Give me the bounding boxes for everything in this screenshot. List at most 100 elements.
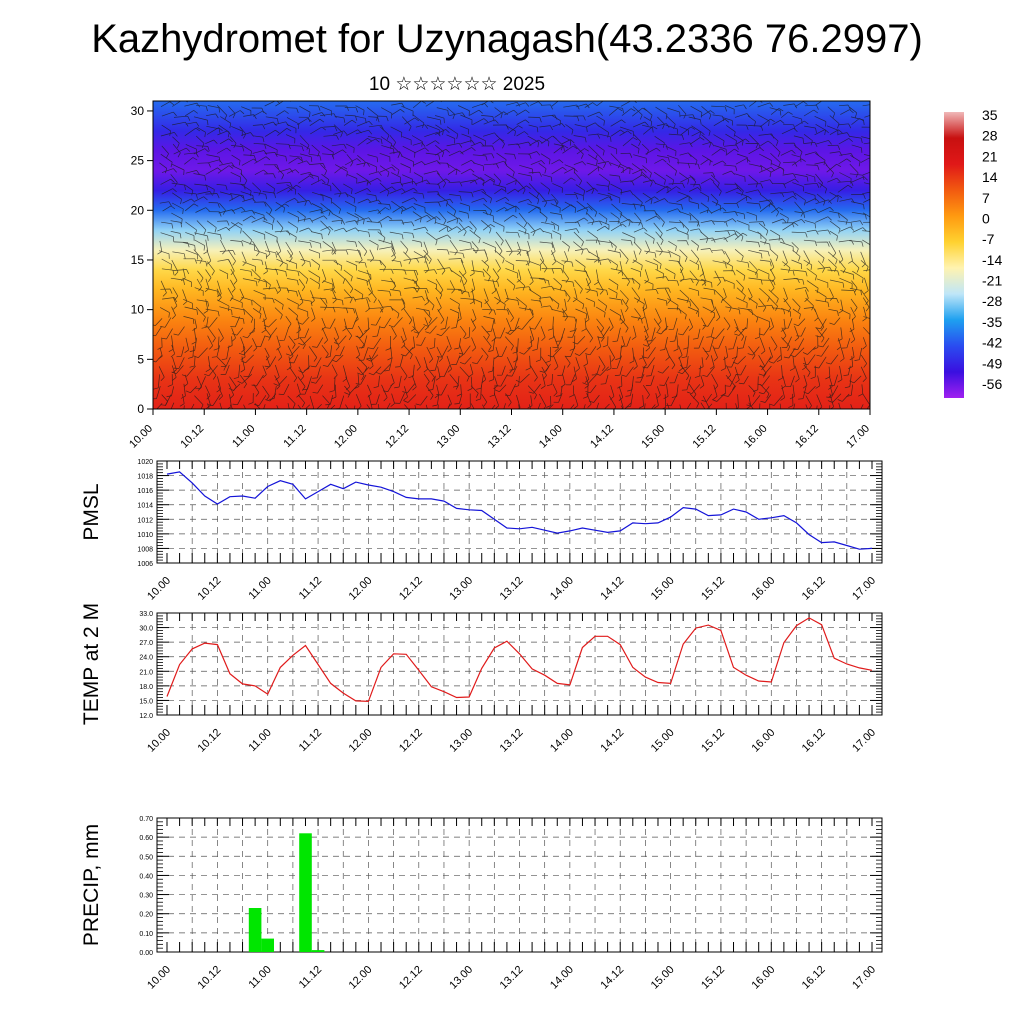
wind-barb — [712, 384, 718, 400]
temperature-panel: 12.015.018.021.024.027.030.033.010.00 10.… — [80, 603, 883, 755]
wind-barb — [518, 181, 526, 195]
wind-barb — [298, 336, 312, 346]
wind-barb — [206, 220, 217, 233]
x-tick-label: 10.00 — [127, 423, 155, 451]
wind-barb — [182, 277, 192, 288]
wind-barb — [576, 206, 593, 212]
wind-barb — [688, 116, 702, 125]
wind-barb — [530, 277, 547, 284]
wind-barb — [535, 347, 542, 362]
wind-barb — [779, 212, 789, 223]
wind-barb — [551, 115, 562, 126]
wind-barb — [795, 286, 809, 292]
wind-barb — [586, 202, 598, 217]
wind-barb — [689, 298, 699, 314]
wind-barb — [173, 115, 191, 121]
wind-barb — [861, 136, 870, 140]
wind-barb — [688, 153, 698, 166]
wind-barb — [609, 259, 618, 271]
wind-barb — [329, 376, 336, 393]
wind-barb — [701, 106, 712, 120]
wind-barb — [451, 355, 461, 365]
wind-barb — [588, 394, 600, 403]
wind-barb — [331, 241, 337, 255]
wind-barb — [619, 290, 629, 304]
wind-barb — [629, 347, 635, 364]
wind-barb — [858, 384, 864, 397]
wind-barb — [194, 287, 204, 296]
wind-barb — [525, 355, 531, 371]
wind-barb — [366, 193, 378, 201]
wind-barb — [588, 154, 598, 166]
wind-barb — [196, 259, 208, 267]
wind-barb — [183, 374, 189, 387]
wind-barb — [631, 325, 637, 340]
wind-barb — [563, 251, 569, 264]
wind-barb — [216, 104, 228, 120]
wind-barb — [287, 403, 290, 409]
wind-barb — [656, 386, 661, 399]
wind-barb — [563, 177, 576, 184]
wind-barb — [851, 201, 865, 210]
wind-barb — [793, 269, 808, 277]
wind-barb — [254, 403, 261, 409]
wind-barb — [160, 288, 173, 294]
wind-barb — [426, 231, 438, 246]
wind-barb — [700, 278, 713, 288]
wind-barb — [400, 240, 409, 255]
wind-barb — [668, 317, 678, 331]
wind-barb — [309, 118, 325, 126]
wind-barb — [391, 102, 405, 108]
wind-barb — [358, 335, 368, 349]
wind-barb — [189, 337, 198, 352]
wind-barb — [527, 222, 536, 236]
wind-barb — [274, 375, 281, 390]
wind-barb — [518, 172, 533, 181]
wind-barb — [505, 101, 521, 107]
wind-barb — [496, 152, 507, 165]
wind-barb — [505, 239, 513, 256]
wind-barb — [653, 318, 661, 333]
wind-barb — [243, 308, 254, 323]
wind-barb — [505, 393, 512, 407]
wind-barb — [437, 309, 445, 324]
wind-barb — [712, 200, 722, 211]
wind-barb — [792, 298, 801, 312]
wind-barb — [783, 318, 793, 329]
wind-barb — [172, 297, 178, 310]
wind-barb — [780, 149, 796, 156]
wind-barb — [619, 130, 632, 136]
wind-barb — [863, 327, 870, 342]
wind-barb — [230, 171, 241, 183]
wind-barb — [189, 356, 196, 368]
wind-barb — [748, 277, 763, 285]
wind-barb — [550, 203, 561, 213]
wind-barb — [344, 114, 358, 121]
wind-barb — [216, 147, 231, 154]
wind-barb — [816, 405, 818, 409]
wind-barb — [496, 134, 505, 149]
wind-barb — [636, 366, 645, 379]
wind-barb — [505, 164, 515, 177]
wind-barb — [184, 184, 194, 196]
wind-barb — [299, 328, 310, 339]
wind-barb — [516, 222, 527, 235]
wind-barb — [779, 191, 796, 197]
wind-barb — [457, 105, 470, 116]
wind-barbs — [153, 101, 870, 409]
wind-barb — [412, 326, 420, 339]
wind-barb — [312, 337, 324, 348]
x-tick-label: 11.12 — [297, 727, 324, 754]
wind-barb — [286, 107, 299, 114]
wind-barb — [185, 170, 200, 175]
wind-barb — [251, 374, 264, 387]
wind-barb — [552, 383, 558, 397]
wind-barb — [332, 297, 344, 306]
wind-barb — [572, 336, 586, 345]
wind-barb — [322, 280, 334, 290]
wind-barb — [561, 308, 568, 321]
wind-barb — [783, 298, 791, 313]
wind-barb — [297, 160, 311, 165]
wind-barb — [300, 171, 314, 177]
wind-barb — [205, 193, 220, 199]
